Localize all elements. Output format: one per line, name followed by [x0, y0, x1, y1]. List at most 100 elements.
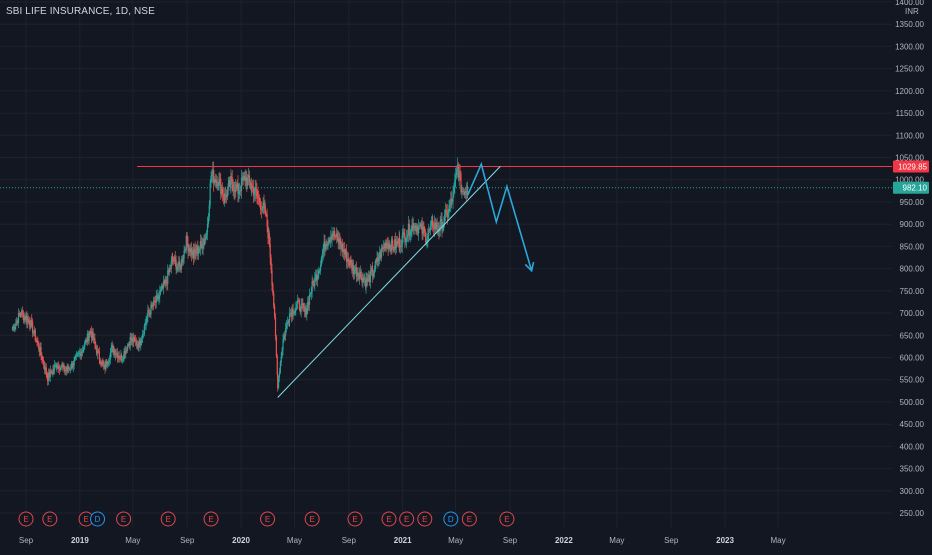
- earnings-marker[interactable]: E: [160, 511, 176, 527]
- marker-letter: E: [47, 515, 52, 524]
- candle-body: [383, 246, 385, 249]
- price-tick-label: 750.00: [900, 287, 925, 296]
- candle-body: [342, 249, 345, 253]
- candle-body: [330, 237, 332, 242]
- candle-body: [164, 279, 166, 284]
- dividend-marker[interactable]: D: [443, 511, 459, 527]
- candle-body: [134, 337, 136, 340]
- candle-body: [353, 270, 356, 275]
- candle-body: [287, 322, 289, 323]
- candle-body: [89, 330, 91, 336]
- candle-body: [180, 259, 183, 270]
- candle-body: [36, 340, 38, 342]
- candle-body: [95, 343, 97, 348]
- candle-body: [439, 221, 441, 232]
- earnings-marker[interactable]: E: [260, 511, 276, 527]
- candle-body: [244, 175, 246, 182]
- support-trendline[interactable]: [277, 166, 501, 398]
- candle-body: [376, 257, 378, 262]
- candle-body: [352, 265, 354, 271]
- candle-body: [454, 179, 456, 188]
- candle-body: [387, 244, 389, 249]
- candle-body: [137, 344, 139, 348]
- earnings-marker[interactable]: E: [18, 511, 34, 527]
- candle-body: [110, 347, 112, 353]
- marker-circle: [160, 511, 176, 527]
- projection-path[interactable]: [466, 161, 533, 272]
- candle-body: [47, 377, 49, 382]
- candle-body: [271, 270, 273, 285]
- candle-body: [127, 344, 130, 346]
- candle-body: [460, 173, 462, 192]
- candle-body: [51, 372, 53, 374]
- candle-body: [329, 239, 331, 242]
- candle-body: [317, 274, 319, 276]
- candle-body: [338, 238, 340, 243]
- candle-body: [340, 244, 342, 249]
- candle-body: [293, 313, 295, 314]
- candle-body: [169, 268, 172, 270]
- candle-body: [215, 180, 217, 183]
- candle-body: [247, 177, 249, 186]
- price-tick-label: 1050.00: [895, 154, 924, 163]
- candle-body: [282, 339, 284, 350]
- candle-body: [446, 211, 448, 218]
- candle-body: [436, 222, 438, 230]
- marker-circle: [461, 511, 477, 527]
- candle-body: [425, 231, 427, 243]
- candle-body: [288, 320, 290, 323]
- earnings-marker[interactable]: E: [381, 511, 397, 527]
- candle-body: [256, 191, 258, 196]
- candle-body: [67, 366, 69, 370]
- time-tick-label: 2021: [394, 536, 412, 545]
- candle-body: [17, 313, 20, 324]
- candle-body: [307, 301, 309, 309]
- candle-body: [53, 368, 55, 370]
- candle-body: [401, 235, 403, 247]
- candle-body: [50, 370, 52, 373]
- candle-body: [429, 229, 431, 231]
- earnings-marker[interactable]: E: [461, 511, 477, 527]
- candle-body: [96, 350, 99, 354]
- earnings-marker[interactable]: E: [203, 511, 219, 527]
- candle-body: [174, 257, 176, 261]
- earnings-marker[interactable]: E: [304, 511, 320, 527]
- candle-body: [370, 270, 372, 272]
- marker-circle: [260, 511, 276, 527]
- earnings-marker[interactable]: E: [399, 511, 415, 527]
- marker-circle: [90, 511, 106, 527]
- candle-body: [292, 309, 294, 314]
- candle-body: [440, 219, 442, 222]
- candle-body: [70, 368, 72, 370]
- candle-body: [312, 281, 314, 283]
- candle-body: [274, 316, 277, 337]
- earnings-marker[interactable]: E: [417, 511, 433, 527]
- candle-body: [168, 268, 171, 273]
- candle-body: [118, 355, 120, 358]
- time-tick-label: Sep: [503, 536, 518, 545]
- candle-body: [249, 181, 251, 188]
- dividend-marker[interactable]: D: [90, 511, 106, 527]
- candle-body: [196, 246, 198, 254]
- candle-body: [20, 314, 22, 316]
- candle-body: [233, 189, 235, 191]
- earnings-marker[interactable]: E: [116, 511, 132, 527]
- candle-body: [185, 249, 187, 251]
- grid-layer: [0, 0, 892, 528]
- earnings-marker[interactable]: E: [347, 511, 363, 527]
- candle-body: [176, 266, 178, 270]
- candle-body: [435, 222, 437, 229]
- candle-body: [16, 320, 18, 323]
- candle-body: [149, 312, 151, 315]
- candle-body: [76, 354, 78, 355]
- marker-letter: E: [422, 515, 427, 524]
- candle-body: [26, 316, 28, 323]
- candle-body: [240, 177, 243, 192]
- earnings-marker[interactable]: E: [499, 511, 515, 527]
- candle-body: [386, 242, 388, 245]
- candle-body: [456, 164, 459, 170]
- candle-body: [253, 193, 255, 196]
- earnings-marker[interactable]: E: [42, 511, 58, 527]
